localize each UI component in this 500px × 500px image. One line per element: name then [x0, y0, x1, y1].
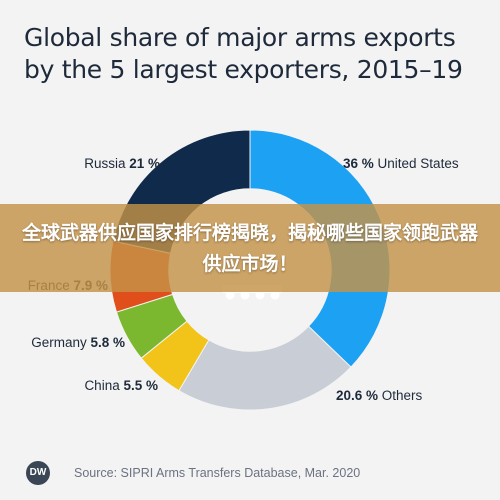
label-others: 20.6 % Others: [336, 388, 423, 403]
label-value: 36 %: [343, 156, 374, 171]
label-value: 5.5 %: [123, 378, 158, 393]
label-china: China 5.5 %: [84, 378, 158, 393]
label-name: China: [84, 378, 123, 393]
source-note: Source: SIPRI Arms Transfers Database, M…: [74, 466, 361, 480]
dw-logo: DW: [26, 461, 50, 485]
donut-slices: [109, 129, 391, 411]
chart-title: Global share of major arms exports by th…: [24, 23, 463, 84]
slice-labels: 36 % United States 20.6 % Others China 5.5…: [28, 156, 459, 403]
label-name: Germany: [31, 335, 90, 350]
label-value: 5.8 %: [90, 335, 125, 350]
label-name: Russia: [84, 156, 129, 171]
overlay-banner: [0, 204, 500, 292]
overlay-banner-text: 全球武器供应国家排行榜揭晓，揭秘哪些国家领跑武器供应市场！: [21, 222, 478, 275]
label-united-states: 36 % United States: [343, 156, 459, 171]
label-germany: Germany 5.8 %: [31, 335, 125, 350]
label-russia: Russia 21 %: [84, 156, 160, 171]
label-name: Others: [378, 388, 423, 403]
label-value: 20.6 %: [336, 388, 378, 403]
label-value: 21 %: [129, 156, 160, 171]
label-name: United States: [374, 156, 459, 171]
